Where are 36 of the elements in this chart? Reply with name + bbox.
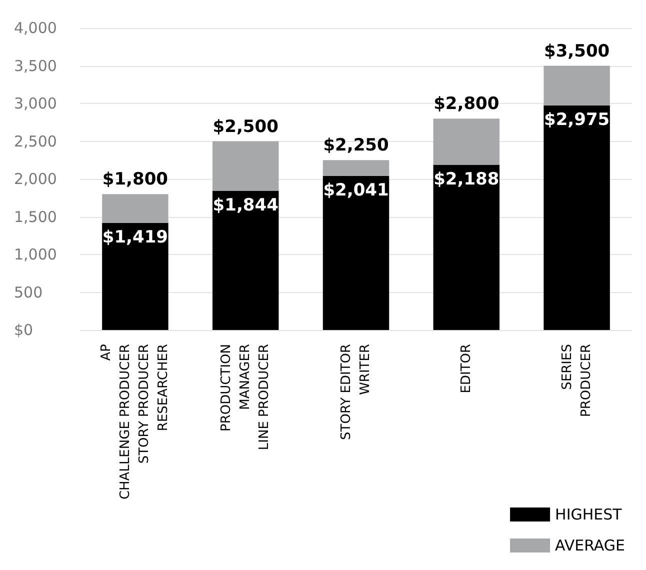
legend-label: AVERAGE (555, 536, 626, 554)
bar (102, 194, 168, 223)
data-label: $2,041 (323, 180, 389, 200)
total-label: $2,250 (323, 136, 389, 156)
y-tick-label: 4,000 (14, 19, 57, 37)
y-tick-label: 3,500 (14, 56, 57, 75)
bar (322, 176, 390, 330)
total-label: $3,500 (544, 41, 610, 62)
data-label: $1,419 (102, 227, 168, 248)
legend-label: HIGHEST (555, 506, 623, 524)
x-tick-label: STORY EDITOR WRITER (339, 344, 373, 440)
x-tick-label: AP CHALLENGE PRODUCER STORY PRODUCER RESEARCHER (99, 344, 172, 500)
y-tick-label: $0 (14, 321, 34, 339)
bar (322, 160, 390, 176)
total-label: $2,500 (212, 116, 279, 137)
x-tick-label: SERIES PRODUCER (560, 344, 594, 417)
x-tick-label: EDITOR (458, 344, 474, 394)
total-label: $2,800 (434, 94, 500, 114)
bar (544, 105, 610, 330)
data-label: $1,844 (212, 195, 279, 216)
bar (433, 164, 500, 330)
bar (544, 66, 610, 106)
bar (102, 222, 168, 330)
y-tick-label: 3,000 (14, 94, 57, 112)
y-tick-label: 2,000 (14, 170, 57, 188)
bar (212, 190, 279, 330)
y-tick-label: 1,500 (14, 208, 57, 226)
data-label: $2,188 (434, 169, 500, 190)
y-tick-label: 500 (14, 283, 43, 302)
y-tick-label: 2,500 (14, 132, 57, 150)
bar (433, 118, 500, 165)
bar (212, 141, 279, 191)
data-label: $2,975 (544, 110, 610, 130)
x-tick-label: PRODUCTION MANAGER LINE PRODUCER (219, 344, 272, 450)
y-tick-label: 1,000 (14, 246, 57, 264)
total-label: $1,800 (102, 170, 168, 190)
